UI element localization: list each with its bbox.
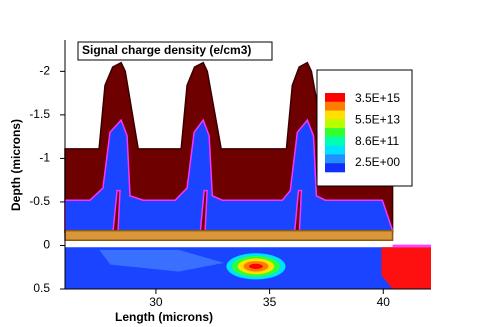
legend-label: 2.5E+00 (355, 155, 400, 169)
legend-swatch (325, 145, 345, 155)
legend-swatch (325, 163, 345, 173)
hotspot (249, 263, 263, 269)
legend-label: 8.6E+11 (355, 134, 399, 148)
region (64, 229, 394, 241)
legend-label: 5.5E+13 (355, 112, 400, 126)
legend-label: 3.5E+15 (355, 91, 400, 105)
y-tick-label: 0.5 (33, 281, 50, 295)
x-tick-label: 30 (149, 295, 163, 309)
legend-swatch (325, 93, 345, 103)
y-tick-label: 0 (43, 238, 50, 252)
chart-title: Signal charge density (e/cm3) (82, 43, 251, 57)
y-tick-label: -1.5 (29, 107, 50, 121)
region (99, 249, 225, 272)
legend-swatch (325, 101, 345, 111)
legend-swatch (325, 136, 345, 146)
x-tick-label: 40 (377, 295, 391, 309)
title-box (77, 41, 273, 61)
y-axis-label: Depth (microns) (9, 119, 23, 211)
y-tick-label: -0.5 (29, 194, 50, 208)
y-tick-label: -1 (39, 151, 50, 165)
legend-swatch (325, 154, 345, 164)
region (392, 244, 431, 248)
legend-swatch (325, 119, 345, 129)
legend-swatch (325, 128, 345, 138)
region (381, 247, 431, 289)
x-tick-label: 35 (263, 295, 277, 309)
x-axis-label: Length (microns) (115, 310, 213, 324)
legend-swatch (325, 110, 345, 120)
region (64, 118, 394, 234)
y-tick-label: -2 (39, 64, 50, 78)
